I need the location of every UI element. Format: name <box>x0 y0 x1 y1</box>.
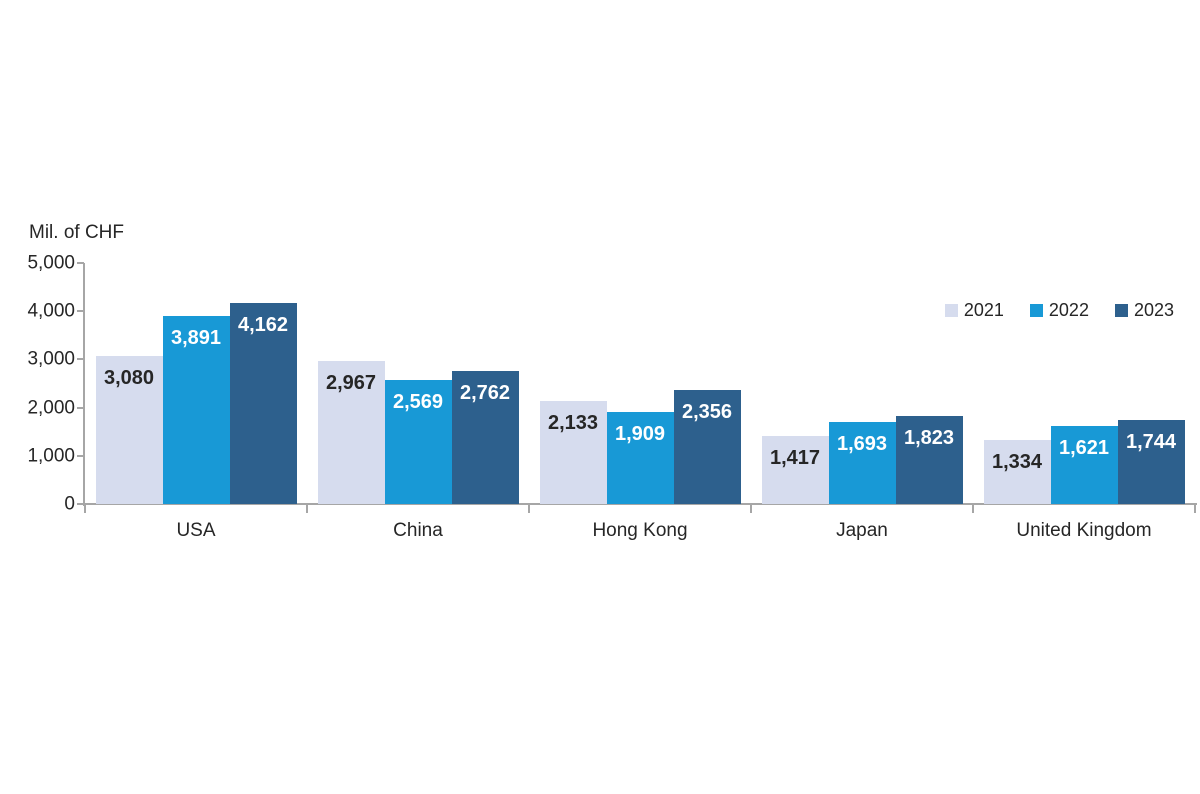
y-tick-label: 4,000 <box>27 300 75 322</box>
y-axis-unit-label: Mil. of CHF <box>29 222 124 243</box>
y-tick-mark <box>77 262 84 264</box>
x-axis-line <box>83 503 1197 505</box>
bar-value-label: 1,417 <box>769 447 821 469</box>
y-tick-mark <box>77 310 84 313</box>
bar-2022-china: 2,569 <box>384 380 452 504</box>
legend-item-2021: 2021 <box>944 300 1004 320</box>
bar-2023-japan: 1,823 <box>895 416 963 504</box>
bar-2023-united-kingdom: 1,744 <box>1117 420 1185 504</box>
x-tick-mark <box>972 504 974 513</box>
category-label-hong-kong: Hong Kong <box>592 520 688 541</box>
legend-item-2023: 2023 <box>1114 300 1174 320</box>
legend: 2021 2022 2023 <box>944 300 1174 320</box>
bar-group-china: 2,967 2,569 2,762 <box>307 263 529 504</box>
legend-swatch-2021 <box>944 303 958 317</box>
x-tick-mark <box>306 504 308 513</box>
x-tick-mark <box>750 504 752 513</box>
y-tick-mark <box>77 454 84 457</box>
legend-label: 2023 <box>1133 300 1174 320</box>
bar-2021-japan: 1,417 <box>761 436 829 504</box>
bar-2021-united-kingdom: 1,334 <box>983 440 1051 504</box>
bar-value-label: 1,621 <box>1058 437 1110 459</box>
y-tick-mark <box>77 358 84 361</box>
bar-2021-china: 2,967 <box>317 361 385 504</box>
bar-group-japan: 1,417 1,693 1,823 <box>751 263 973 504</box>
y-tick-label: 5,000 <box>27 252 75 274</box>
y-tick-mark <box>77 503 84 505</box>
y-axis-line <box>83 263 85 506</box>
legend-item-2022: 2022 <box>1029 300 1089 320</box>
category-label-china: China <box>393 520 443 541</box>
y-tick-mark <box>77 406 84 409</box>
bar-2021-hong-kong: 2,133 <box>539 401 607 504</box>
bar-2022-japan: 1,693 <box>828 422 896 504</box>
category-label-united-kingdom: United Kingdom <box>1016 520 1152 541</box>
bar-value-label: 2,356 <box>681 401 733 423</box>
x-tick-mark <box>1194 504 1196 513</box>
bar-value-label: 1,909 <box>614 423 666 445</box>
bar-group-hong-kong: 2,133 1,909 2,356 <box>529 263 751 504</box>
bar-group-united-kingdom: 1,334 1,621 1,744 <box>973 263 1195 504</box>
bar-value-label: 2,133 <box>547 412 599 434</box>
y-tick-label: 1,000 <box>27 445 75 467</box>
category-label-japan: Japan <box>836 520 888 541</box>
legend-label: 2022 <box>1048 300 1089 320</box>
legend-label: 2021 <box>963 300 1004 320</box>
y-tick-label: 0 <box>64 493 75 515</box>
bar-value-label: 4,162 <box>237 314 289 336</box>
bar-value-label: 2,762 <box>459 382 511 404</box>
bar-2022-united-kingdom: 1,621 <box>1050 426 1118 504</box>
bar-value-label: 3,891 <box>170 327 222 349</box>
bar-value-label: 1,334 <box>991 451 1043 473</box>
legend-swatch-2022 <box>1029 303 1043 317</box>
y-tick-label: 2,000 <box>27 397 75 419</box>
y-tick-label: 3,000 <box>27 348 75 370</box>
bar-2021-usa: 3,080 <box>95 356 163 504</box>
bar-value-label: 2,967 <box>325 372 377 394</box>
bar-value-label: 1,744 <box>1125 431 1177 453</box>
bar-2022-hong-kong: 1,909 <box>606 412 674 504</box>
legend-swatch-2023 <box>1114 303 1128 317</box>
plot-area: 3,080 3,891 4,162 2,967 2,569 2,762 2,133 1,909… <box>85 263 1195 504</box>
bar-2023-china: 2,762 <box>451 371 519 504</box>
bar-2022-usa: 3,891 <box>162 316 230 504</box>
bar-value-label: 3,080 <box>103 367 155 389</box>
bar-value-label: 2,569 <box>392 391 444 413</box>
bar-2023-usa: 4,162 <box>229 303 297 504</box>
bar-2023-hong-kong: 2,356 <box>673 390 741 504</box>
bar-group-usa: 3,080 3,891 4,162 <box>85 263 307 504</box>
bar-value-label: 1,823 <box>903 427 955 449</box>
bar-value-label: 1,693 <box>836 433 888 455</box>
x-tick-mark <box>528 504 530 513</box>
category-label-usa: USA <box>176 520 216 541</box>
x-tick-mark <box>84 504 86 513</box>
